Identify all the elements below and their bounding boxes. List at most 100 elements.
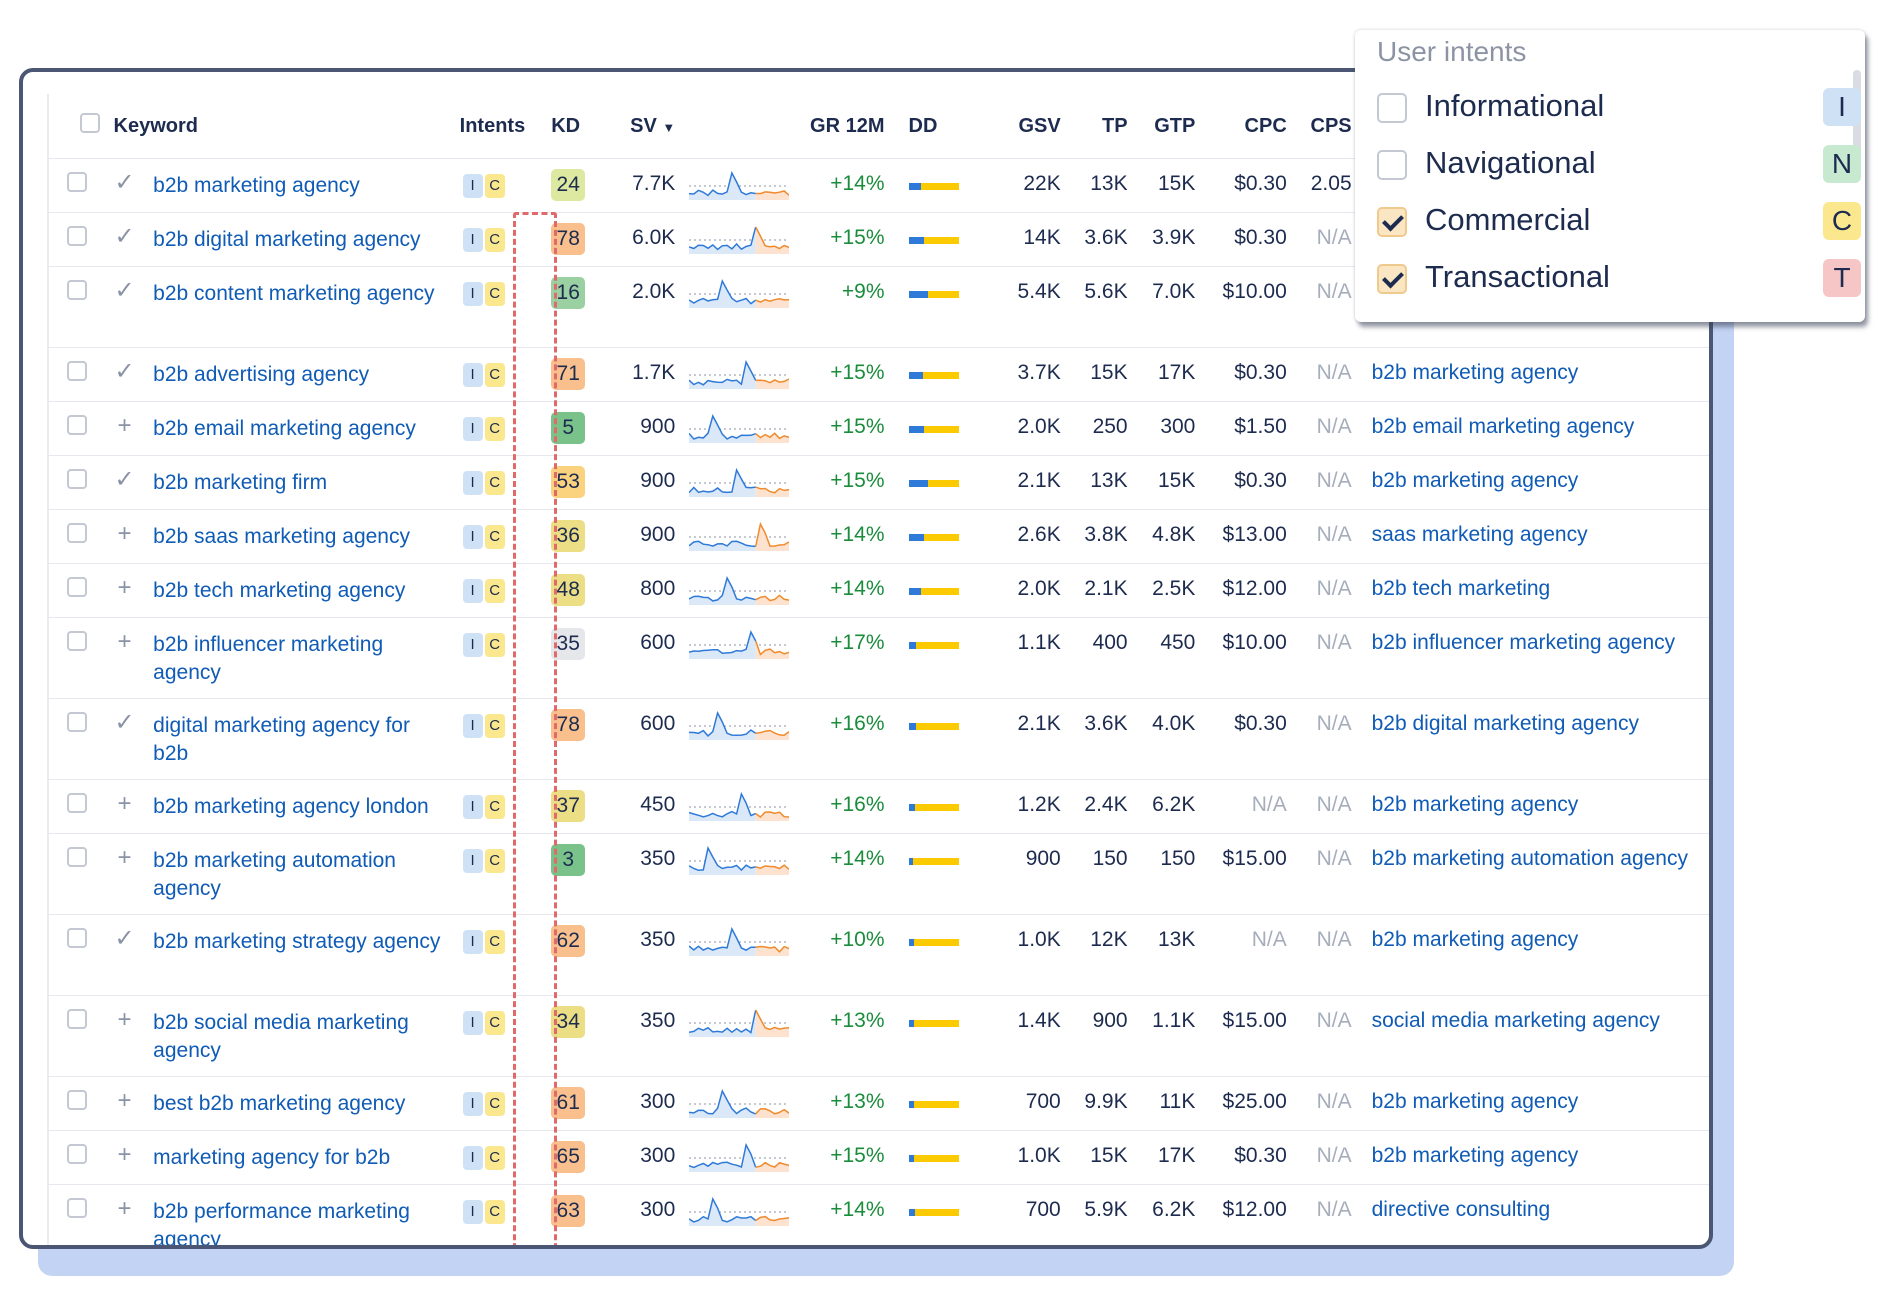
row-checkbox[interactable] (67, 172, 87, 192)
row-checkbox[interactable] (67, 793, 87, 813)
intent-commercial-badge[interactable]: C (484, 633, 505, 657)
intent-commercial-badge[interactable]: C (484, 849, 505, 873)
intent-commercial-badge[interactable]: C (484, 1200, 505, 1224)
intent-commercial-badge[interactable]: C (484, 1092, 505, 1116)
parent-topic-link[interactable]: b2b digital marketing agency (1371, 712, 1639, 735)
intent-option-checkbox[interactable] (1377, 207, 1407, 237)
intent-informational-badge[interactable]: I (462, 228, 483, 252)
add-to-list-icon[interactable]: + (117, 412, 132, 439)
row-checkbox[interactable] (67, 1144, 87, 1164)
row-checkbox[interactable] (67, 469, 87, 489)
add-to-list-icon[interactable]: + (117, 1195, 132, 1222)
keyword-link[interactable]: b2b marketing automation agency (153, 849, 396, 900)
intent-option-checkbox[interactable] (1377, 93, 1407, 123)
intent-informational-badge[interactable]: I (462, 471, 483, 495)
intent-option-checkbox[interactable] (1377, 264, 1407, 294)
intent-informational-badge[interactable]: I (462, 849, 483, 873)
intent-informational-badge[interactable]: I (462, 417, 483, 441)
keyword-link[interactable]: b2b social media marketing agency (153, 1011, 409, 1062)
added-check-icon[interactable]: ✓ (114, 925, 135, 952)
parent-topic-link[interactable]: b2b tech marketing (1371, 577, 1551, 600)
add-to-list-icon[interactable]: + (117, 1141, 132, 1168)
keyword-link[interactable]: b2b marketing strategy agency (153, 930, 441, 953)
parent-topic-link[interactable]: b2b marketing agency (1371, 1090, 1579, 1113)
col-cps-header[interactable]: CPS (1310, 114, 1352, 137)
col-tp-header[interactable]: TP (1102, 114, 1128, 137)
col-gsv-header[interactable]: GSV (1018, 114, 1061, 137)
parent-topic-link[interactable]: b2b marketing agency (1371, 469, 1579, 492)
row-checkbox[interactable] (67, 928, 87, 948)
add-to-list-icon[interactable]: + (117, 1006, 132, 1033)
parent-topic-link[interactable]: b2b email marketing agency (1371, 415, 1635, 438)
parent-topic-link[interactable]: b2b marketing agency (1371, 1144, 1579, 1167)
keyword-link[interactable]: b2b content marketing agency (153, 282, 435, 305)
col-kd-header[interactable]: KD (551, 114, 581, 137)
col-sv-header[interactable]: SV (630, 114, 657, 137)
add-to-list-icon[interactable]: + (117, 844, 132, 871)
intent-option-informational[interactable]: Informational I (1377, 80, 1861, 130)
intent-commercial-badge[interactable]: C (484, 363, 505, 387)
keyword-link[interactable]: b2b email marketing agency (153, 417, 416, 440)
keyword-link[interactable]: b2b digital marketing agency (153, 228, 421, 251)
add-to-list-icon[interactable]: + (117, 574, 132, 601)
add-to-list-icon[interactable]: + (117, 520, 132, 547)
intent-commercial-badge[interactable]: C (484, 417, 505, 441)
add-to-list-icon[interactable]: + (117, 790, 132, 817)
row-checkbox[interactable] (67, 1090, 87, 1110)
intent-commercial-badge[interactable]: C (484, 579, 505, 603)
select-all-checkbox[interactable] (80, 113, 101, 133)
row-checkbox[interactable] (67, 280, 87, 300)
keyword-link[interactable]: b2b tech marketing agency (153, 579, 406, 602)
parent-topic-link[interactable]: b2b marketing agency (1371, 361, 1579, 384)
intent-informational-badge[interactable]: I (462, 363, 483, 387)
row-checkbox[interactable] (67, 577, 87, 597)
parent-topic-link[interactable]: b2b marketing automation agency (1371, 847, 1688, 870)
parent-topic-link[interactable]: b2b marketing agency (1371, 793, 1579, 816)
col-gtp-header[interactable]: GTP (1154, 114, 1196, 137)
intent-commercial-badge[interactable]: C (484, 1011, 505, 1035)
col-intents-header[interactable]: Intents (459, 114, 526, 137)
keyword-link[interactable]: digital marketing agency for b2b (153, 714, 410, 765)
row-checkbox[interactable] (67, 847, 87, 867)
intent-informational-badge[interactable]: I (462, 714, 483, 738)
intent-informational-badge[interactable]: I (462, 282, 483, 306)
intent-informational-badge[interactable]: I (462, 1200, 483, 1224)
added-check-icon[interactable]: ✓ (114, 277, 135, 304)
intent-commercial-badge[interactable]: C (484, 174, 505, 198)
intent-commercial-badge[interactable]: C (484, 714, 505, 738)
row-checkbox[interactable] (67, 631, 87, 651)
row-checkbox[interactable] (67, 1198, 87, 1218)
row-checkbox[interactable] (67, 1009, 87, 1029)
added-check-icon[interactable]: ✓ (114, 709, 135, 736)
intent-informational-badge[interactable]: I (462, 1092, 483, 1116)
keyword-link[interactable]: b2b influencer marketing agency (153, 633, 384, 684)
intent-commercial-badge[interactable]: C (484, 1146, 505, 1170)
added-check-icon[interactable]: ✓ (114, 169, 135, 196)
parent-topic-link[interactable]: social media marketing agency (1371, 1009, 1660, 1032)
intent-informational-badge[interactable]: I (462, 1011, 483, 1035)
intent-informational-badge[interactable]: I (462, 633, 483, 657)
keyword-link[interactable]: b2b marketing agency (153, 174, 360, 197)
row-checkbox[interactable] (67, 361, 87, 381)
intent-option-commercial[interactable]: Commercial C (1377, 194, 1861, 244)
row-checkbox[interactable] (67, 523, 87, 543)
intent-commercial-badge[interactable]: C (484, 228, 505, 252)
added-check-icon[interactable]: ✓ (114, 466, 135, 493)
keyword-link[interactable]: b2b marketing firm (153, 471, 328, 494)
col-dd-header[interactable]: DD (908, 114, 938, 137)
row-checkbox[interactable] (67, 415, 87, 435)
intent-option-checkbox[interactable] (1377, 150, 1407, 180)
parent-topic-link[interactable]: b2b marketing agency (1371, 928, 1579, 951)
intent-informational-badge[interactable]: I (462, 525, 483, 549)
intent-informational-badge[interactable]: I (462, 1146, 483, 1170)
intent-informational-badge[interactable]: I (462, 930, 483, 954)
col-gr-header[interactable]: GR 12M (810, 114, 885, 137)
intent-commercial-badge[interactable]: C (484, 525, 505, 549)
row-checkbox[interactable] (67, 226, 87, 246)
add-to-list-icon[interactable]: + (117, 1087, 132, 1114)
added-check-icon[interactable]: ✓ (114, 358, 135, 385)
keyword-link[interactable]: marketing agency for b2b (153, 1146, 391, 1169)
row-checkbox[interactable] (67, 712, 87, 732)
intent-informational-badge[interactable]: I (462, 174, 483, 198)
parent-topic-link[interactable]: saas marketing agency (1371, 523, 1588, 546)
